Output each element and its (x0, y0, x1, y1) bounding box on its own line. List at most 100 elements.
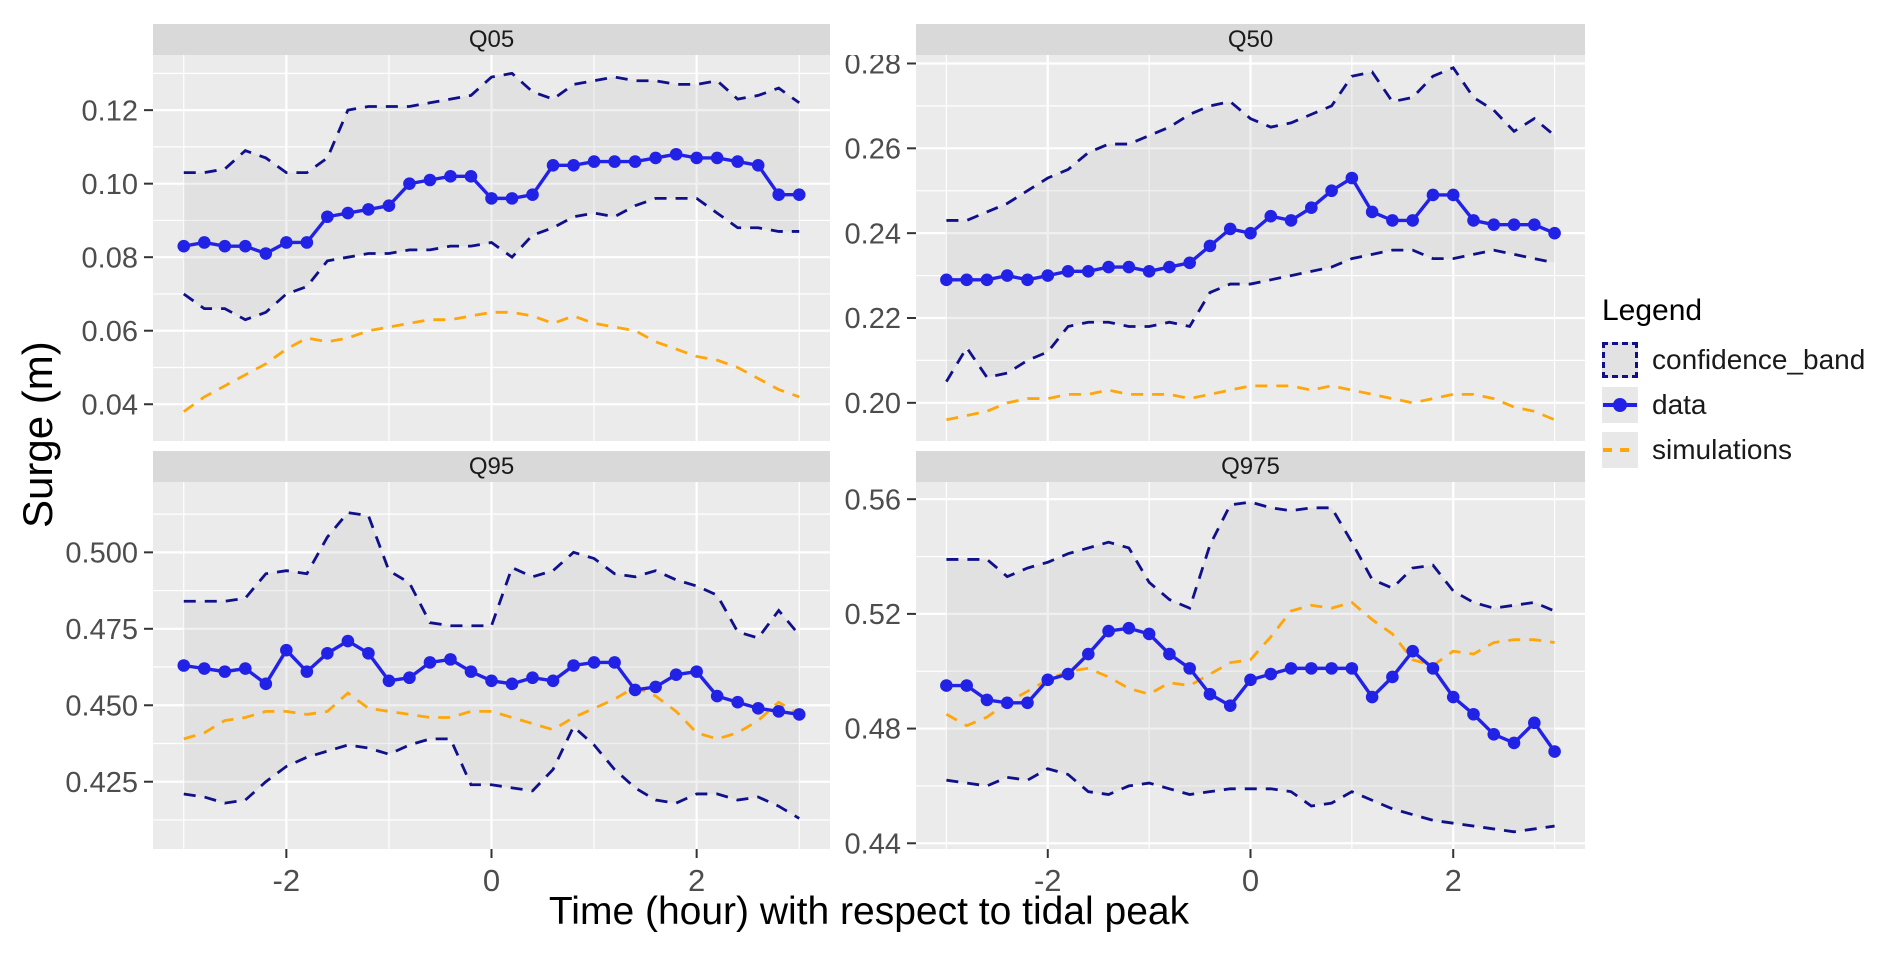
data-point (1406, 644, 1419, 658)
x-axis-title: Time (hour) with respect to tidal peak (548, 890, 1190, 933)
simulations-key-icon (1602, 432, 1638, 468)
facet-strip-q975: Q975 (916, 451, 1585, 482)
data-point (772, 705, 786, 718)
y-tick-label: 0.500 (65, 537, 138, 569)
x-tick-label: -2 (273, 863, 301, 898)
data-point (1082, 647, 1095, 661)
data-point (1345, 171, 1359, 185)
data-point (280, 643, 293, 657)
data-point (1325, 184, 1338, 198)
data-point (1284, 662, 1298, 675)
data-point (300, 665, 314, 678)
data-point (321, 210, 334, 224)
data-point (731, 155, 744, 168)
data-point (1325, 662, 1338, 675)
data-point (382, 674, 396, 688)
legend-item-label: confidence_band (1652, 344, 1866, 375)
data-point (1507, 736, 1521, 750)
legend-item-label: simulations (1652, 434, 1793, 465)
data-point (1244, 673, 1257, 687)
y-tick-label: 0.56 (845, 484, 901, 516)
data-point (649, 151, 662, 165)
y-tick-label: 0.04 (82, 389, 138, 421)
x-tick-label: 0 (1242, 863, 1259, 898)
y-tick-label: 0.475 (65, 614, 138, 646)
data-point (1041, 673, 1055, 687)
data-point (710, 689, 724, 703)
data-point (1507, 218, 1521, 231)
data-point (1548, 745, 1561, 758)
y-tick-label: 0.52 (845, 599, 901, 631)
panel-chart-q975: 0.44 0.48 0.52 0.56 -2 0 2 (845, 482, 1585, 898)
y-tick-label: 0.28 (845, 55, 901, 81)
data-point (1365, 205, 1379, 219)
facet-strip-label: Q05 (468, 25, 515, 53)
data-point (690, 665, 703, 678)
data-point (382, 199, 396, 213)
y-tick-label: 0.22 (845, 303, 901, 335)
data-point (1021, 696, 1034, 710)
data-point (1021, 273, 1034, 287)
panel-chart-q95: 0.425 0.450 0.475 0.500 -2 0 2 (65, 482, 830, 898)
y-tick-label: 0.44 (845, 828, 901, 860)
data-point (1183, 662, 1196, 675)
data-point (526, 671, 539, 685)
data-point (960, 273, 973, 287)
data-point (1264, 667, 1278, 681)
data-point (218, 665, 232, 678)
data-point (1223, 699, 1237, 712)
data-point (1487, 218, 1501, 231)
x-tick-label: -2 (1034, 863, 1062, 898)
data-point (444, 170, 457, 183)
data-point (1163, 260, 1176, 274)
y-tick-label: 0.20 (845, 388, 901, 420)
data-point (1061, 265, 1075, 278)
data-point (1487, 728, 1501, 741)
data-point (1061, 667, 1075, 681)
data-point (177, 659, 191, 672)
y-tick-label: 0.24 (845, 218, 901, 250)
data-point (1426, 188, 1440, 202)
facet-strip-label: Q975 (1221, 452, 1280, 480)
data-point (751, 158, 765, 172)
data-point (197, 662, 211, 675)
data-point (464, 170, 478, 183)
data-point (940, 273, 953, 287)
x-tick-label: 2 (688, 863, 705, 898)
data-point (280, 236, 293, 249)
data-point (567, 659, 580, 672)
data-point (980, 273, 994, 287)
data-point (341, 634, 355, 648)
data-point (1000, 269, 1014, 282)
confidence-band-key-icon (1602, 342, 1638, 378)
data-point (423, 656, 437, 669)
data-point (792, 708, 806, 721)
data-point (940, 679, 953, 692)
data-point (362, 203, 375, 216)
data-point (403, 177, 416, 190)
data-point (628, 683, 642, 697)
data-point (177, 239, 191, 253)
data-point (505, 192, 519, 205)
data-point (1203, 687, 1217, 701)
data-point (608, 656, 621, 669)
data-point (1305, 662, 1318, 675)
legend-item-simulations: simulations (1602, 432, 1865, 468)
y-tick-label: 0.425 (65, 767, 138, 799)
data-point (464, 665, 478, 678)
data-point (1426, 662, 1440, 675)
data-point (1365, 690, 1379, 704)
data-point (710, 151, 724, 165)
data-point (1142, 265, 1156, 278)
data-point (1467, 707, 1480, 721)
data-point (1528, 218, 1541, 231)
data-point (321, 646, 334, 660)
data-point (649, 680, 662, 694)
y-tick-label: 0.08 (82, 242, 138, 274)
facet-panel-q95: Q95 0.425 0.450 0.475 0.500 -2 0 2 (65, 451, 830, 909)
legend-title: Legend (1602, 294, 1703, 327)
data-point (1406, 214, 1419, 227)
y-tick-label: 0.10 (82, 169, 138, 201)
data-point (1305, 201, 1318, 215)
facet-strip-label: Q95 (468, 452, 515, 480)
